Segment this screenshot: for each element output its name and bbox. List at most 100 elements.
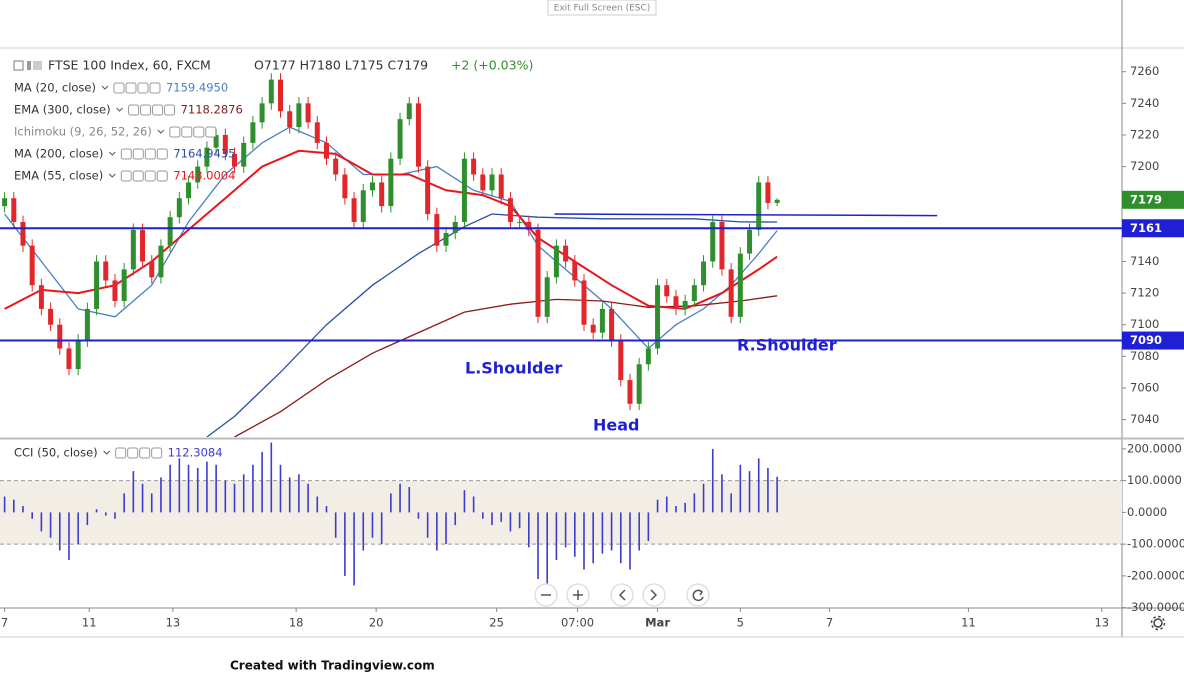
legend-ohlc: O7177 H7180 L7175 C7179: [254, 58, 428, 73]
legend-icon[interactable]: [156, 148, 168, 160]
cci-bar: [748, 471, 751, 513]
legend-icon[interactable]: [127, 447, 139, 459]
legend-change: +2 (+0.03%): [451, 58, 533, 73]
cci-bar: [675, 506, 677, 513]
legend-icon[interactable]: [120, 148, 132, 160]
legend-icon[interactable]: [164, 104, 176, 116]
candle-body: [489, 174, 495, 191]
scroll-right[interactable]: [642, 583, 666, 607]
candle-body: [719, 221, 725, 270]
candle-body: [728, 269, 734, 317]
legend-icon[interactable]: [205, 126, 217, 138]
candle-body: [66, 348, 72, 370]
candle-body: [75, 340, 81, 370]
candle-body: [130, 229, 136, 270]
legend-icon[interactable]: [115, 447, 127, 459]
cci-pane: [0, 442, 1122, 586]
settings-icon[interactable]: [1150, 615, 1166, 631]
cci-bar: [638, 512, 640, 551]
candle-body: [333, 158, 339, 175]
cci-bar: [187, 464, 190, 513]
y-tick-label: 7040: [1130, 412, 1159, 426]
legend-collapse[interactable]: [13, 60, 24, 71]
last-price-label: 7179: [1130, 192, 1162, 206]
candle-body: [305, 103, 311, 123]
cci-bar: [730, 493, 732, 513]
cci-bar: [463, 490, 466, 513]
exit-button-label[interactable]: Exit Full Screen (ESC): [554, 4, 651, 14]
legend-icon[interactable]: [120, 170, 132, 182]
candle-body: [232, 153, 238, 167]
candle-body: [195, 166, 201, 183]
legend-icon[interactable]: [128, 104, 140, 116]
legend-icon[interactable]: [125, 82, 137, 94]
y-tick-label: 7220: [1130, 127, 1159, 141]
cci-bar: [776, 476, 778, 513]
legend-icon[interactable]: [193, 126, 205, 138]
cci-bar: [739, 464, 742, 513]
legend-icon[interactable]: [181, 126, 193, 138]
legend-chevron: [108, 151, 116, 156]
cci-bar: [454, 512, 457, 526]
candle-body: [38, 285, 44, 309]
candle-body: [517, 221, 523, 223]
legend-icon[interactable]: [132, 148, 144, 160]
y-tick-label: 200.0000: [1127, 441, 1182, 455]
x-tick-label: 25: [489, 616, 504, 630]
level-tag: [1122, 331, 1184, 350]
candle-body: [121, 269, 127, 302]
y-tick-label: 7120: [1130, 286, 1159, 300]
legend-icon[interactable]: [132, 170, 144, 182]
cci-bar: [555, 512, 558, 561]
cci-bar: [426, 512, 429, 538]
candle-body: [167, 217, 173, 246]
candle-body: [507, 198, 513, 222]
legend-value: 7118.2876: [181, 103, 243, 117]
legend-chevron: [116, 107, 123, 112]
candle-body: [140, 229, 146, 262]
scroll-left[interactable]: [610, 583, 634, 607]
cci-bar: [500, 512, 503, 522]
cci-bar: [3, 496, 6, 513]
legend-icon[interactable]: [152, 104, 164, 116]
annotation: L.Shoulder: [465, 359, 562, 378]
cci-bar: [767, 467, 769, 513]
candle-body: [563, 245, 569, 262]
cci-bar: [95, 509, 98, 513]
candle-body: [314, 122, 320, 143]
legend-icon[interactable]: [144, 148, 156, 160]
cci-bar: [629, 512, 631, 570]
candle-body: [351, 198, 357, 222]
legend-icon[interactable]: [137, 82, 149, 94]
cci-bar: [132, 471, 135, 513]
candle-body: [222, 134, 228, 154]
cci-bar: [390, 493, 392, 513]
exit-button[interactable]: [547, 0, 657, 16]
candle-body: [186, 182, 192, 199]
legend-icon[interactable]: [113, 82, 125, 94]
legend-icon[interactable]: [140, 104, 152, 116]
cci-band: [0, 480, 1122, 545]
legend-icon[interactable]: [144, 170, 156, 182]
legend-icon[interactable]: [169, 126, 181, 138]
legend-label: MA (200, close): [14, 147, 103, 161]
y-tick-label: 7260: [1130, 64, 1159, 78]
cci-bar: [472, 496, 475, 513]
symbol-flag: [33, 61, 42, 70]
y-tick-label: 7240: [1130, 96, 1159, 110]
level-tag-label: 7090: [1130, 333, 1162, 347]
candle-body: [369, 182, 375, 191]
cci-bar: [362, 512, 365, 551]
legend-icon[interactable]: [139, 447, 151, 459]
cci-bar: [325, 506, 328, 513]
legend-icon[interactable]: [149, 82, 161, 94]
cci-bar: [573, 512, 576, 557]
nav-controls: [534, 583, 710, 607]
legend-icon[interactable]: [151, 447, 163, 459]
candle-body: [241, 142, 247, 167]
reset-view[interactable]: [686, 583, 710, 607]
cci-bar: [482, 512, 484, 519]
cci-bar: [123, 493, 125, 513]
legend-icon[interactable]: [156, 170, 168, 182]
